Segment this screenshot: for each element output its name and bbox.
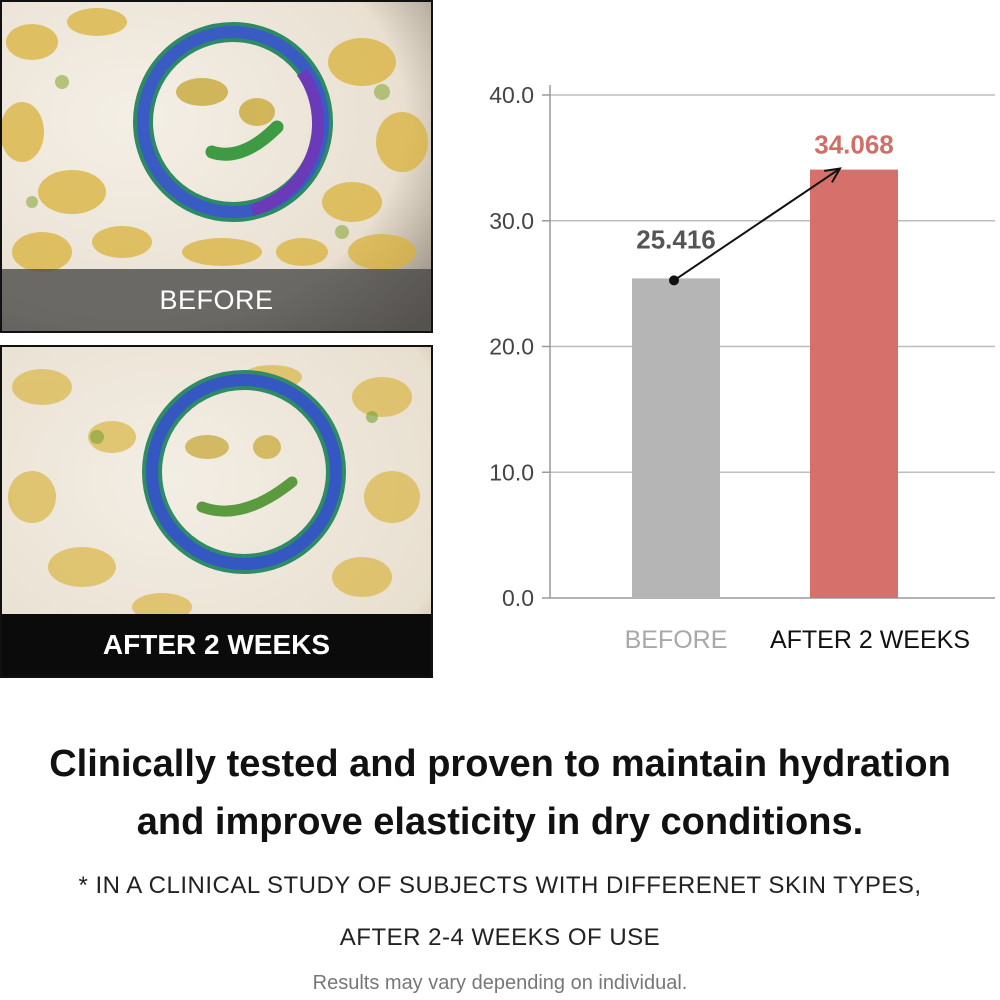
bar-value-label: 25.416 [636,224,716,254]
bar-after [810,169,898,598]
y-tick-label: 20.0 [489,334,534,360]
y-tick-label: 10.0 [489,459,534,485]
y-tick-label: 0.0 [502,585,534,611]
x-category-label: BEFORE [625,626,728,654]
before-photo-label: BEFORE [2,269,431,331]
study-footnote-line-2: AFTER 2-4 WEEKS OF USE [339,924,661,951]
y-tick-label: 40.0 [489,82,534,108]
after-photo-label: AFTER 2 WEEKS [2,614,431,676]
before-photo: BEFORE [0,0,433,333]
x-category-label: AFTER 2 WEEKS [770,626,970,654]
hydration-bar-chart: 0.0 10.0 20.0 30.0 40.0 25.416 BEFORE 34.068 AFT… [489,82,995,654]
y-tick-label: 30.0 [489,208,534,234]
bar-before [632,278,720,598]
study-footnote-line-1: * IN A CLINICAL STUDY OF SUBJECTS WITH D… [78,872,922,899]
bar-value-label: 34.068 [814,130,894,160]
trend-arrow-head [824,167,842,183]
headline-line-1: Clinically tested and proven to maintain… [49,743,951,785]
after-photo: AFTER 2 WEEKS [0,345,433,678]
headline-line-2: and improve elasticity in dry conditions… [136,801,864,843]
trend-arrow [673,167,841,282]
results-disclaimer: Results may vary depending on individual… [312,972,688,994]
